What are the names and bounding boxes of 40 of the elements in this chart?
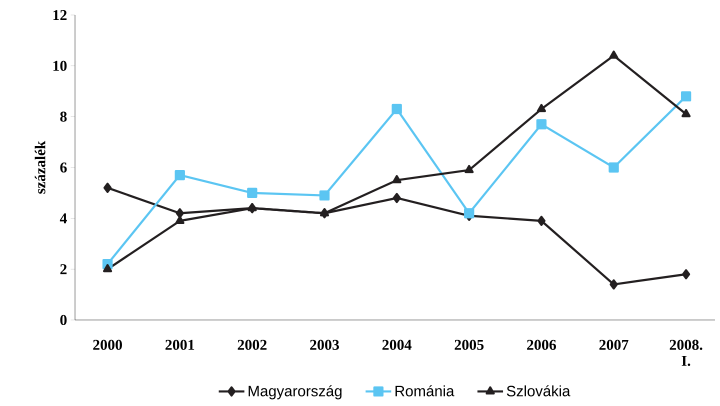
y-tick-label: 2 — [60, 264, 67, 274]
point — [392, 175, 402, 184]
point — [174, 170, 185, 180]
point — [536, 104, 546, 112]
legend-label: Magyarország — [248, 385, 342, 400]
point — [103, 182, 112, 193]
point — [102, 264, 112, 272]
y-tick-label: 8 — [60, 112, 67, 122]
x-tick-label: 2006 — [527, 340, 556, 350]
point — [392, 192, 401, 204]
x-tick-label: 2008. I. — [670, 340, 702, 366]
x-tick-label: 2003 — [310, 340, 339, 350]
x-tick-label: 2001 — [165, 340, 194, 350]
y-tick-label: 6 — [60, 162, 67, 173]
y-axis-title: százalék — [34, 140, 46, 194]
point — [464, 164, 474, 174]
point — [537, 216, 546, 226]
point — [247, 188, 258, 198]
y-tick-label: 4 — [60, 213, 67, 224]
point — [608, 162, 619, 173]
x-tick-label: 2002 — [238, 340, 267, 350]
y-tick-label: 12 — [53, 10, 67, 20]
point — [610, 279, 618, 290]
x-tick-label: 2005 — [454, 340, 484, 350]
point — [176, 208, 184, 218]
point — [319, 190, 330, 201]
legend-label: Szlovákia — [506, 385, 570, 396]
point — [392, 104, 402, 114]
y-tick-label: 10 — [53, 60, 67, 71]
x-tick-label: 2004 — [382, 340, 412, 350]
point — [682, 109, 691, 118]
y-tick-label: 0 — [60, 314, 67, 326]
point — [464, 208, 474, 218]
point — [609, 50, 618, 59]
point — [682, 269, 690, 280]
point — [536, 119, 547, 130]
point — [680, 91, 692, 102]
legend-label: Románia — [396, 385, 454, 396]
x-tick-label: 2007 — [599, 340, 628, 350]
x-tick-label: 2000 — [93, 340, 122, 350]
